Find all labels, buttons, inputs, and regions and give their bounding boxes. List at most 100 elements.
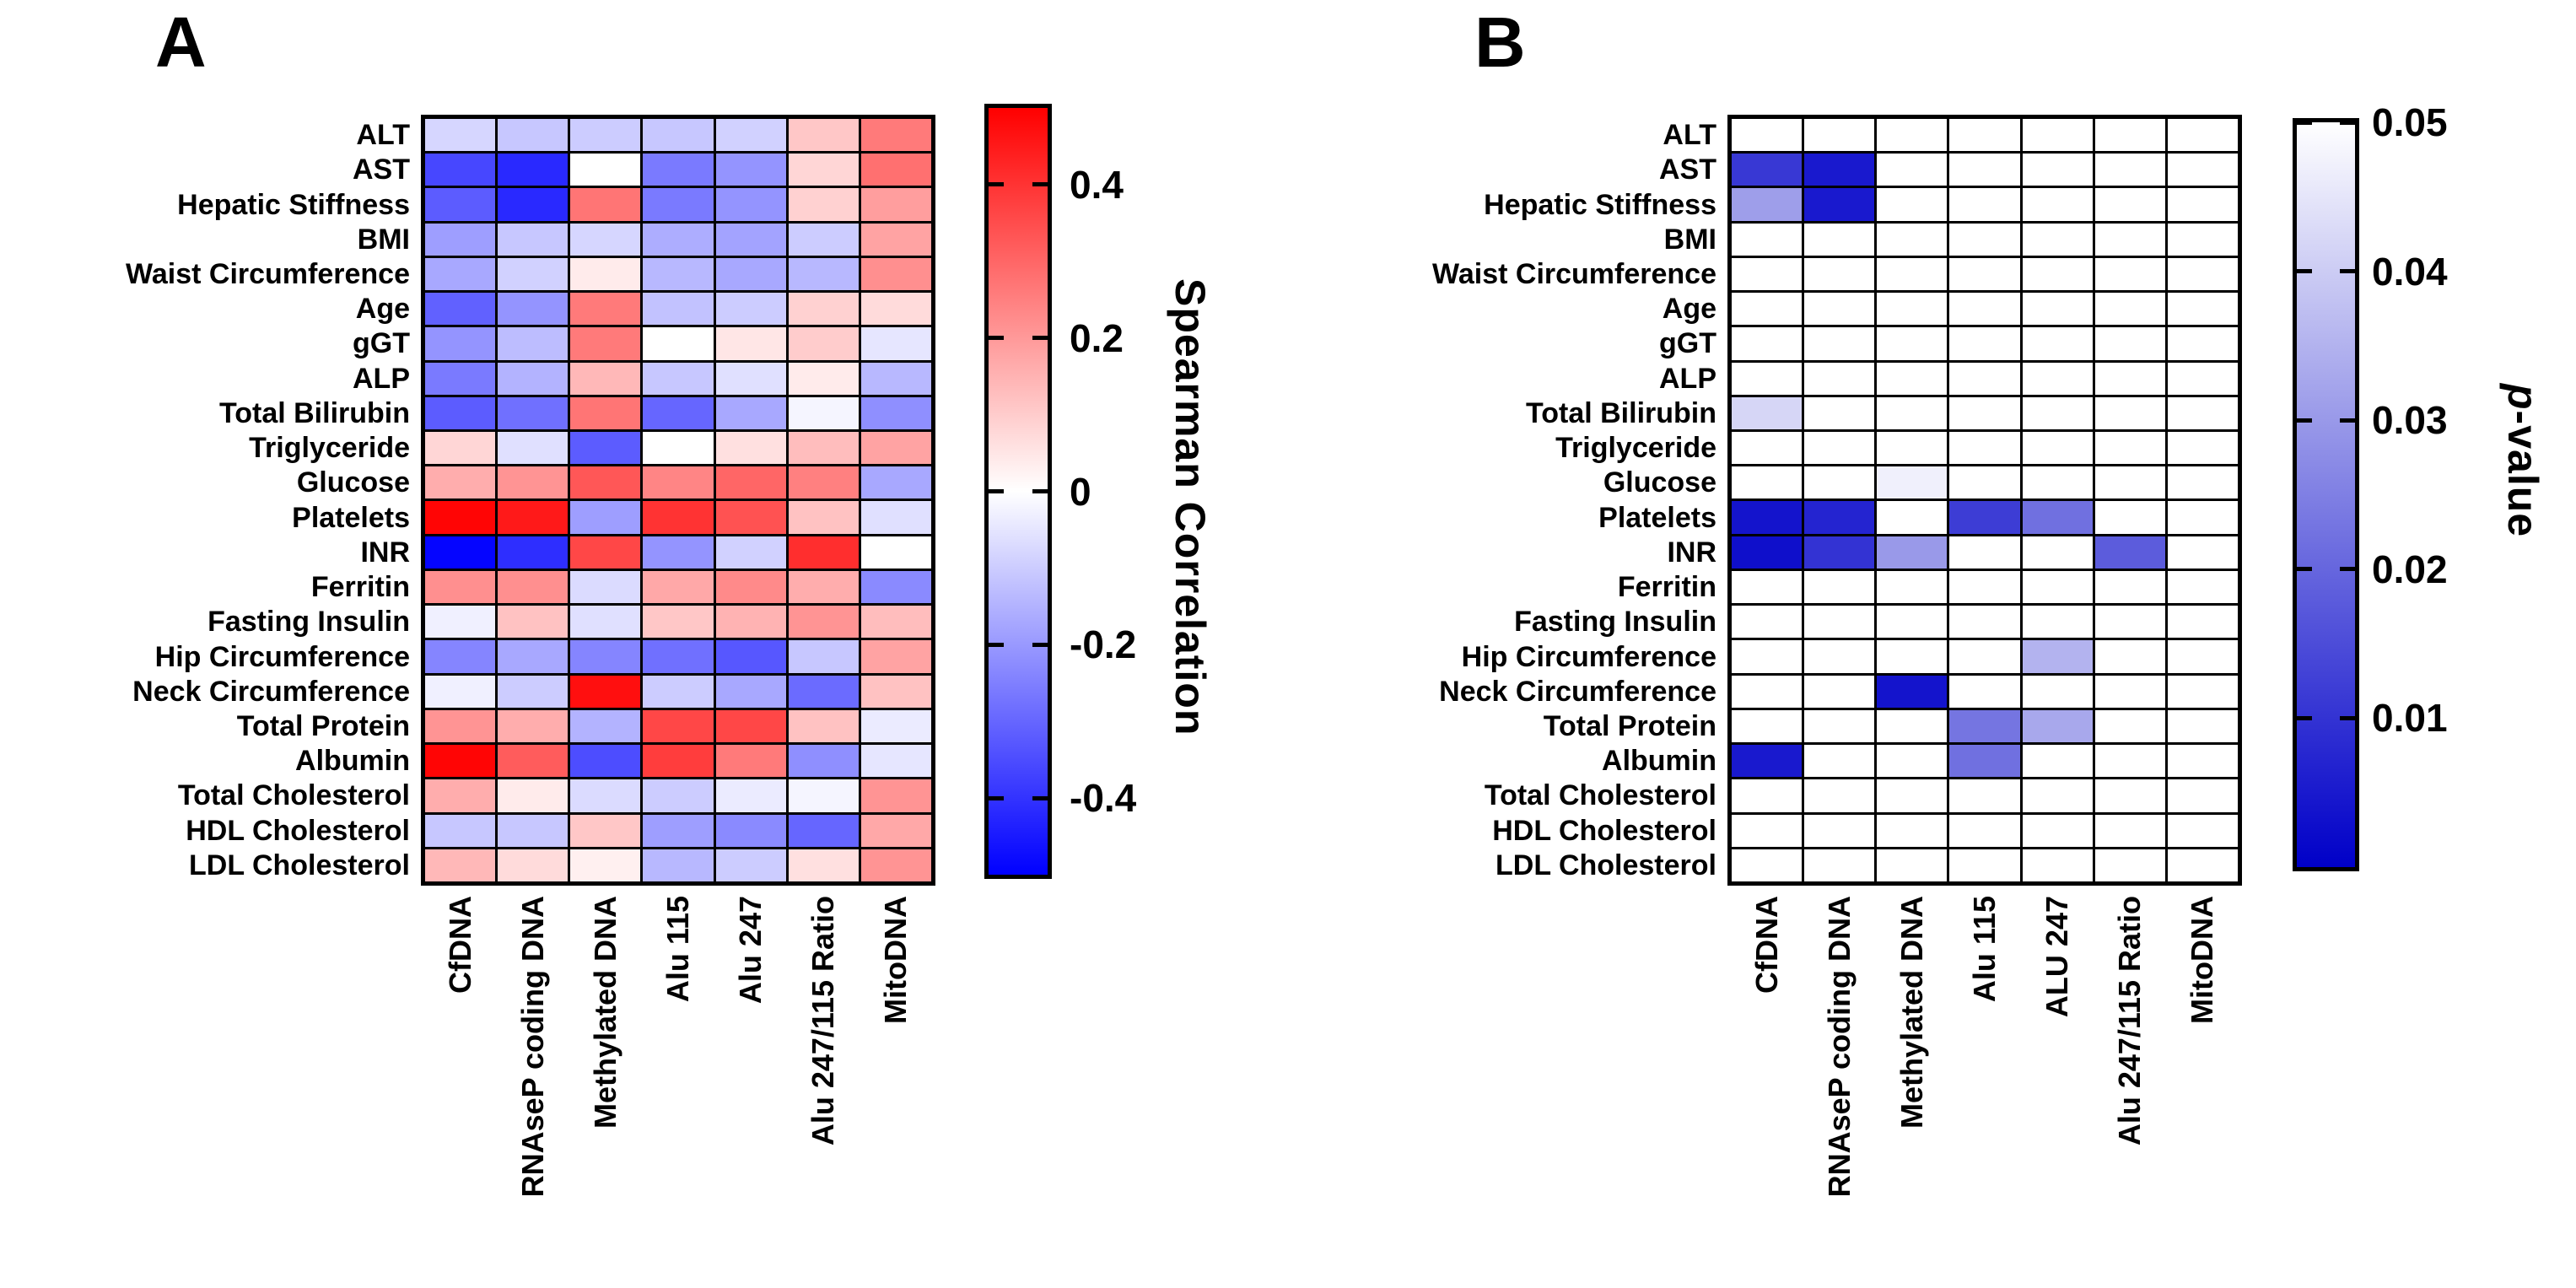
- row-label: Hip Circumference: [154, 640, 410, 673]
- heatmap-cell: [788, 779, 859, 812]
- heatmap-cell: [2167, 606, 2238, 639]
- heatmap-cell: [1877, 536, 1948, 569]
- heatmap-cell: [643, 362, 714, 395]
- heatmap-cell: [498, 501, 569, 534]
- heatmap-cell: [1732, 432, 1803, 465]
- heatmap-cell: [643, 536, 714, 569]
- colorbar-tick-label: 0.03: [2372, 398, 2448, 443]
- heatmap-cell: [1949, 849, 2020, 881]
- heatmap-cell: [2022, 327, 2093, 360]
- heatmap-cell: [1949, 293, 2020, 326]
- heatmap-cell: [1732, 257, 1803, 291]
- heatmap-cell: [425, 119, 496, 152]
- heatmap-cell: [2022, 432, 2093, 465]
- panel-a-label: A: [155, 3, 207, 82]
- heatmap-cell: [1877, 570, 1948, 604]
- heatmap-cell: [860, 849, 931, 881]
- heatmap-cell: [643, 640, 714, 673]
- heatmap-cell: [1949, 606, 2020, 639]
- heatmap-cell: [860, 709, 931, 743]
- heatmap-cell: [643, 293, 714, 326]
- heatmap-cell: [2167, 779, 2238, 812]
- heatmap-cell: [570, 570, 641, 604]
- heatmap-cell: [1804, 223, 1875, 256]
- heatmap-cell: [570, 501, 641, 534]
- heatmap-cell: [2022, 223, 2093, 256]
- heatmap-cell: [860, 188, 931, 221]
- colorbar-tick: [2340, 120, 2355, 125]
- heatmap-cell: [570, 223, 641, 256]
- heatmap-cell: [2022, 501, 2093, 534]
- heatmap-cell: [715, 536, 786, 569]
- heatmap-cell: [570, 362, 641, 395]
- heatmap-cell: [570, 154, 641, 186]
- heatmap-cell: [498, 362, 569, 395]
- heatmap-cell: [715, 466, 786, 499]
- row-label: Albumin: [1602, 745, 1716, 778]
- row-label: AST: [1659, 154, 1716, 186]
- heatmap-cell: [788, 814, 859, 847]
- heatmap-cell: [2094, 814, 2165, 847]
- colorbar-tick-label: 0.01: [2372, 696, 2448, 741]
- heatmap-cell: [860, 257, 931, 291]
- heatmap-cell: [2094, 640, 2165, 673]
- heatmap-cell: [643, 396, 714, 430]
- heatmap-cell: [570, 709, 641, 743]
- heatmap-cell: [643, 814, 714, 847]
- heatmap-cell: [715, 119, 786, 152]
- heatmap-cell: [2167, 709, 2238, 743]
- heatmap-cell: [1804, 257, 1875, 291]
- heatmap-cell: [1877, 501, 1948, 534]
- row-label: Waist Circumference: [1432, 258, 1716, 291]
- heatmap-cell: [2167, 188, 2238, 221]
- heatmap-cell: [498, 432, 569, 465]
- heatmap-cell: [715, 745, 786, 778]
- heatmap-cell: [2022, 745, 2093, 778]
- heatmap-cell: [643, 779, 714, 812]
- heatmap-cell: [2022, 606, 2093, 639]
- heatmap-cell: [788, 154, 859, 186]
- heatmap-cell: [1877, 814, 1948, 847]
- heatmap-cell: [860, 327, 931, 360]
- row-label: gGT: [353, 327, 410, 360]
- heatmap-cell: [2022, 536, 2093, 569]
- heatmap-cell: [425, 188, 496, 221]
- heatmap-cell: [1949, 466, 2020, 499]
- heatmap-cell: [498, 849, 569, 881]
- heatmap-cell: [425, 154, 496, 186]
- heatmap-cell: [2167, 745, 2238, 778]
- heatmap-cell: [860, 432, 931, 465]
- colorbar-tick: [2297, 567, 2312, 572]
- heatmap-cell: [1804, 640, 1875, 673]
- row-label: HDL Cholesterol: [1492, 814, 1716, 847]
- heatmap-cell: [1877, 293, 1948, 326]
- colorbar-tick-label: 0.4: [1070, 162, 1124, 207]
- heatmap-cell: [425, 779, 496, 812]
- heatmap-grid: [1727, 115, 2242, 886]
- heatmap-cell: [643, 223, 714, 256]
- heatmap-cell: [570, 779, 641, 812]
- heatmap-cell: [425, 709, 496, 743]
- heatmap-cell: [860, 293, 931, 326]
- heatmap-cell: [860, 606, 931, 639]
- heatmap-cell: [570, 466, 641, 499]
- colorbar-tick: [989, 795, 1004, 800]
- heatmap-cell: [643, 675, 714, 708]
- heatmap-cell: [425, 327, 496, 360]
- heatmap-cell: [1949, 432, 2020, 465]
- heatmap-cell: [1949, 396, 2020, 430]
- heatmap-cell: [1877, 466, 1948, 499]
- heatmap-cell: [715, 396, 786, 430]
- heatmap-cell: [2094, 223, 2165, 256]
- heatmap-cell: [1949, 119, 2020, 152]
- heatmap-cell: [860, 570, 931, 604]
- heatmap-cell: [715, 779, 786, 812]
- heatmap-cell: [2167, 119, 2238, 152]
- row-label: ALT: [356, 119, 410, 152]
- col-label: Methylated DNA: [1894, 896, 1929, 1129]
- heatmap-cell: [498, 709, 569, 743]
- row-label: Platelets: [292, 501, 410, 534]
- heatmap-cell: [2167, 154, 2238, 186]
- heatmap-cell: [715, 362, 786, 395]
